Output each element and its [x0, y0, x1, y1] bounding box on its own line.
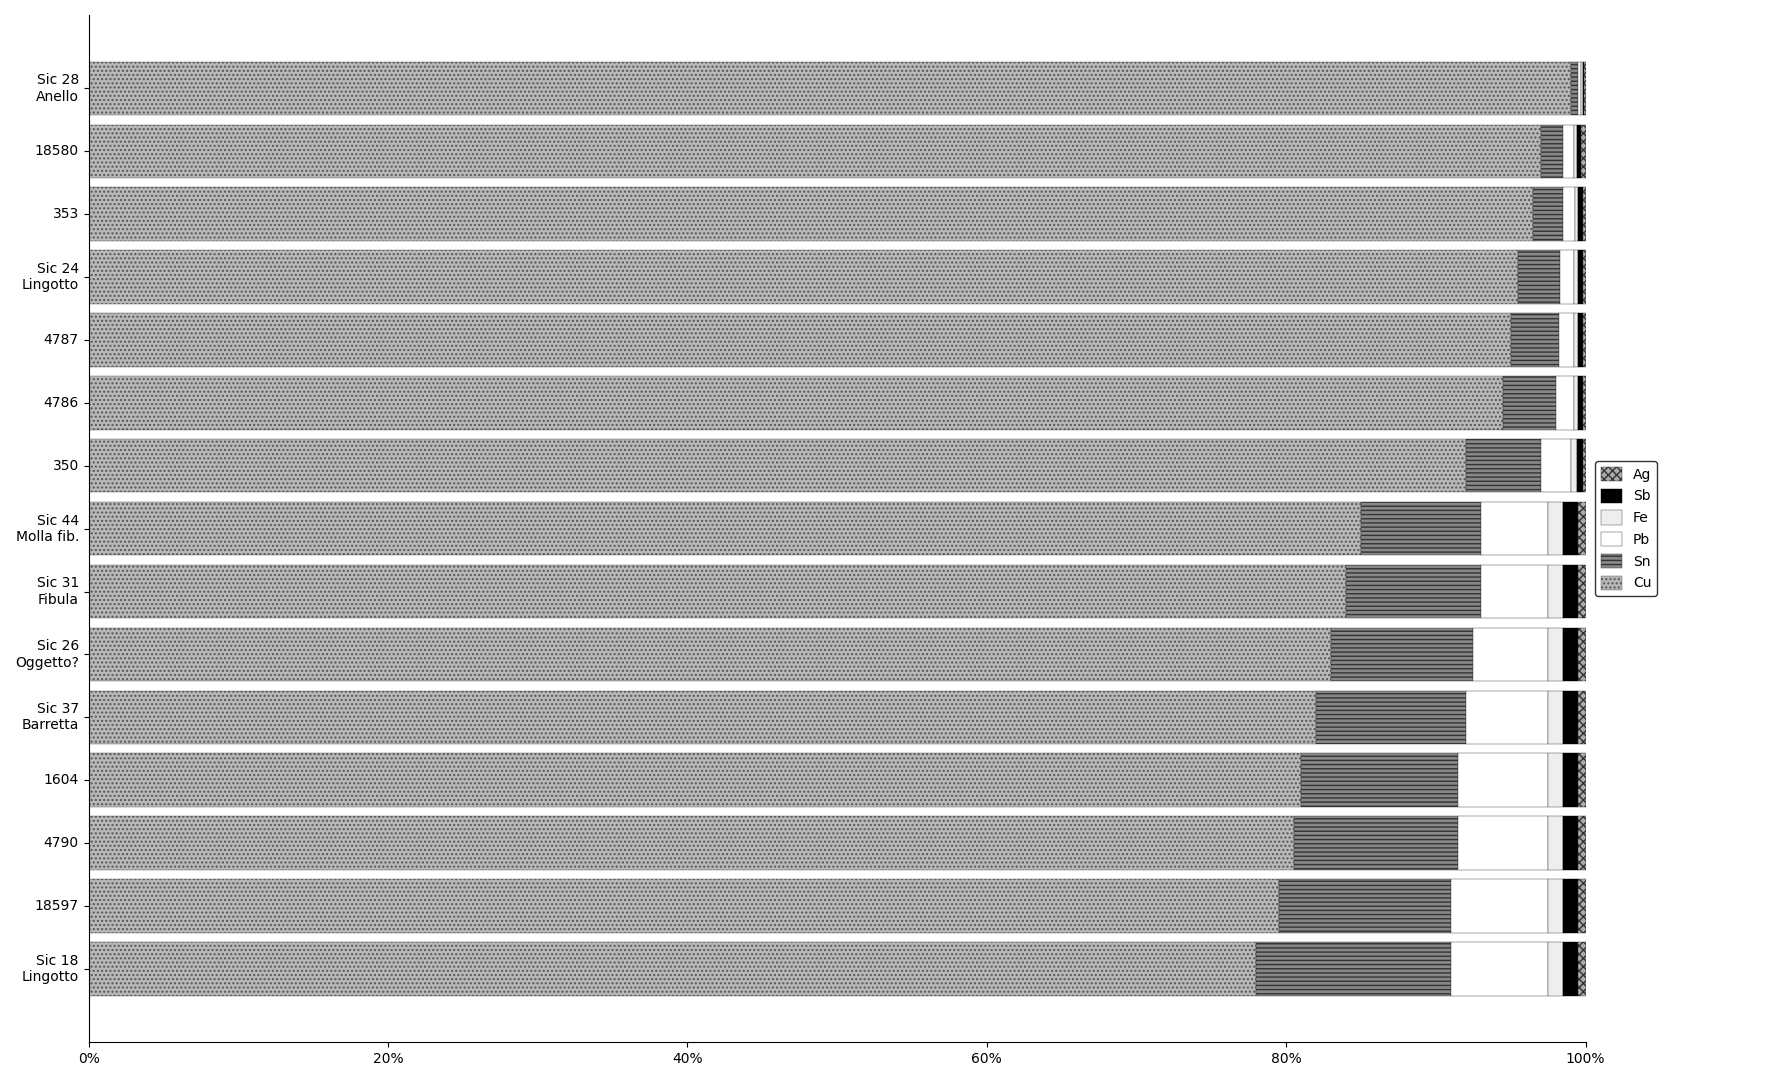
Bar — [1548, 753, 1563, 806]
Bar — [1573, 251, 1579, 304]
Bar — [1511, 313, 1559, 366]
Bar — [1466, 691, 1548, 744]
Bar — [1563, 564, 1579, 618]
Bar — [1579, 943, 1586, 996]
Bar — [1563, 187, 1575, 241]
Bar — [1346, 564, 1480, 618]
Bar — [89, 628, 1330, 681]
Bar — [1450, 879, 1548, 933]
Bar — [1450, 943, 1548, 996]
Bar — [1577, 439, 1582, 493]
Bar — [89, 187, 1532, 241]
Bar — [1563, 879, 1579, 933]
Bar — [1466, 439, 1541, 493]
Bar — [1573, 124, 1577, 178]
Bar — [1579, 376, 1582, 429]
Bar — [1361, 502, 1480, 556]
Bar — [1563, 816, 1579, 870]
Bar — [1330, 628, 1473, 681]
Bar — [1563, 753, 1579, 806]
Bar — [1579, 187, 1582, 241]
Bar — [1582, 376, 1586, 429]
Bar — [1459, 753, 1548, 806]
Bar — [1473, 628, 1548, 681]
Bar — [1570, 62, 1579, 116]
Bar — [1579, 628, 1586, 681]
Bar — [1579, 251, 1582, 304]
Bar — [89, 251, 1518, 304]
Bar — [1573, 376, 1579, 429]
Bar — [1579, 62, 1581, 116]
Bar — [89, 564, 1346, 618]
Bar — [89, 124, 1541, 178]
Bar — [89, 502, 1361, 556]
Bar — [1548, 502, 1563, 556]
Bar — [1480, 564, 1548, 618]
Bar — [1293, 816, 1459, 870]
Bar — [1563, 502, 1579, 556]
Bar — [1257, 943, 1450, 996]
Bar — [1579, 313, 1582, 366]
Legend: Ag, Sb, Fe, Pb, Sn, Cu: Ag, Sb, Fe, Pb, Sn, Cu — [1595, 462, 1657, 596]
Bar — [1316, 691, 1466, 744]
Bar — [1548, 691, 1563, 744]
Bar — [1579, 753, 1586, 806]
Bar — [1581, 124, 1586, 178]
Bar — [1579, 879, 1586, 933]
Bar — [1532, 187, 1563, 241]
Bar — [89, 313, 1511, 366]
Bar — [1480, 502, 1548, 556]
Bar — [89, 943, 1257, 996]
Bar — [1579, 816, 1586, 870]
Bar — [1582, 187, 1586, 241]
Bar — [1548, 816, 1563, 870]
Bar — [1563, 691, 1579, 744]
Bar — [89, 376, 1504, 429]
Bar — [1579, 691, 1586, 744]
Bar — [1582, 313, 1586, 366]
Bar — [1563, 124, 1573, 178]
Bar — [1582, 251, 1586, 304]
Bar — [1575, 187, 1579, 241]
Bar — [1577, 124, 1581, 178]
Bar — [1548, 879, 1563, 933]
Bar — [1504, 376, 1556, 429]
Bar — [1579, 502, 1586, 556]
Bar — [1541, 124, 1563, 178]
Bar — [1548, 564, 1563, 618]
Bar — [1541, 439, 1570, 493]
Bar — [1302, 753, 1459, 806]
Bar — [1563, 628, 1579, 681]
Bar — [1548, 628, 1563, 681]
Bar — [1556, 376, 1573, 429]
Bar — [89, 879, 1278, 933]
Bar — [89, 439, 1466, 493]
Bar — [1561, 251, 1573, 304]
Bar — [89, 753, 1302, 806]
Bar — [89, 691, 1316, 744]
Bar — [89, 816, 1293, 870]
Bar — [89, 62, 1570, 116]
Bar — [1518, 251, 1561, 304]
Bar — [1573, 313, 1579, 366]
Bar — [1570, 439, 1577, 493]
Bar — [1582, 439, 1586, 493]
Bar — [1278, 879, 1450, 933]
Bar — [1548, 943, 1563, 996]
Bar — [1459, 816, 1548, 870]
Bar — [1563, 943, 1579, 996]
Bar — [1559, 313, 1573, 366]
Bar — [1579, 564, 1586, 618]
